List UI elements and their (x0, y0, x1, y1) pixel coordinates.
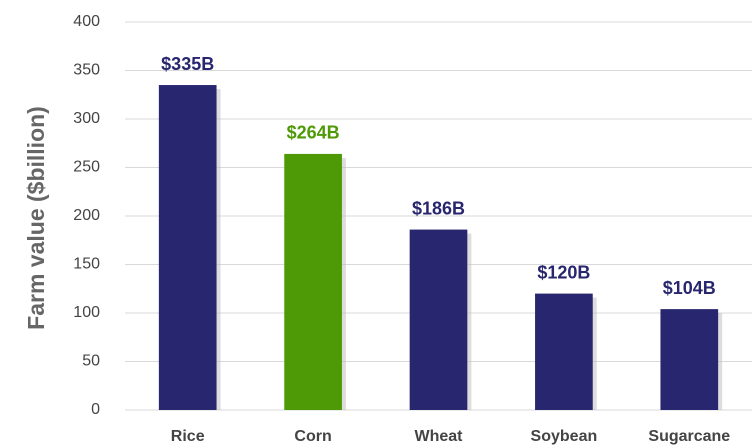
value-label: $186B (412, 198, 465, 218)
y-axis-label: Farm value ($billion) (23, 106, 49, 330)
value-label: $264B (287, 123, 340, 143)
value-label: $104B (663, 278, 716, 298)
y-tick-label: 200 (73, 207, 100, 224)
x-tick-label: Wheat (415, 428, 464, 445)
bar (535, 293, 593, 410)
y-tick-label: 150 (73, 256, 100, 273)
x-tick-label: Sugarcane (648, 428, 730, 445)
y-tick-label: 0 (91, 401, 100, 418)
value-label: $335B (161, 54, 214, 74)
y-tick-label: 250 (73, 159, 100, 176)
value-label: $120B (537, 262, 590, 282)
y-tick-label: 300 (73, 110, 100, 127)
bar (284, 153, 342, 411)
x-tick-label: Corn (294, 428, 331, 445)
y-tick-label: 50 (82, 353, 100, 370)
y-tick-label: 400 (73, 13, 100, 30)
y-tick-label: 350 (73, 62, 100, 79)
x-tick-label: Soybean (531, 428, 598, 445)
y-tick-label: 100 (73, 304, 100, 321)
bar (660, 309, 719, 410)
bar (409, 229, 468, 410)
x-tick-label: Rice (171, 428, 205, 445)
bar (158, 85, 217, 411)
